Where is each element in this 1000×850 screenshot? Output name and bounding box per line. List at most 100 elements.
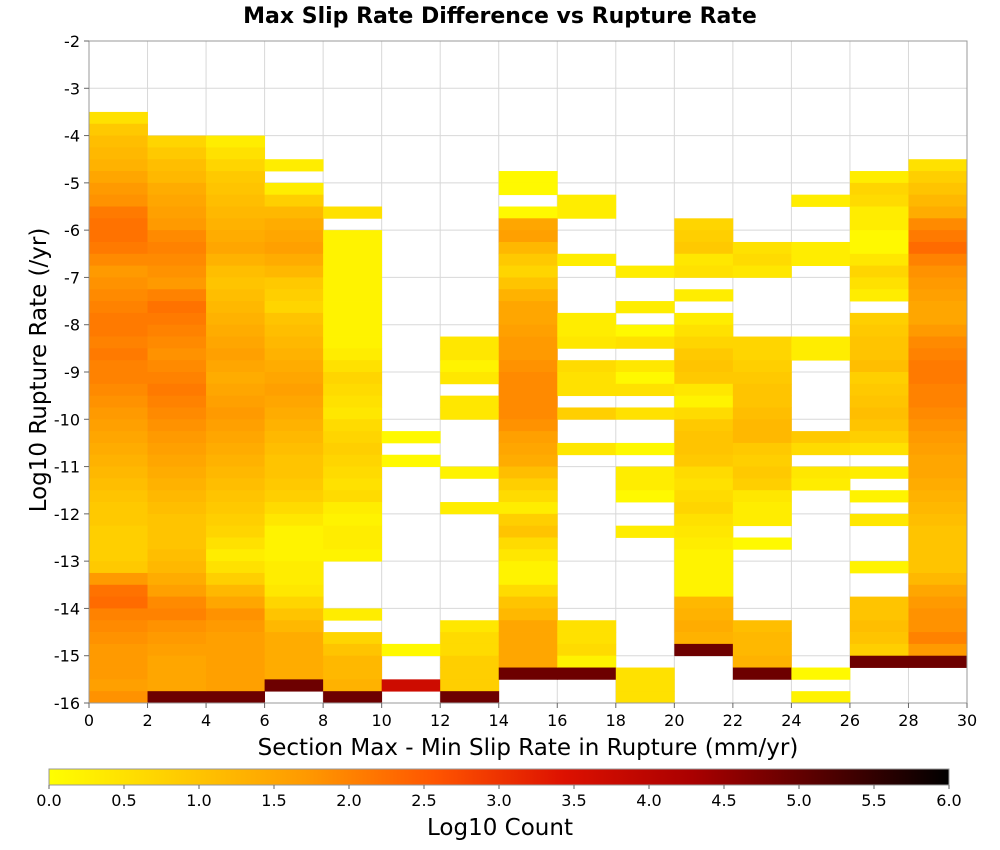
heatmap-cell	[89, 643, 148, 657]
heatmap-cell	[498, 643, 558, 657]
heatmap-cell	[908, 466, 968, 479]
heatmap-cell	[323, 679, 383, 692]
heatmap-cell	[206, 561, 265, 574]
colorbar-tick-label: 1.5	[261, 791, 286, 810]
chart-title: Max Slip Rate Difference vs Rupture Rate	[243, 4, 757, 29]
heatmap-cell	[849, 620, 909, 633]
heatmap-cell	[908, 632, 968, 645]
heatmap-cell	[264, 324, 324, 337]
heatmap-cell	[89, 478, 148, 491]
heatmap-cell	[147, 206, 207, 219]
heatmap-cell	[89, 431, 148, 444]
heatmap-cell	[674, 513, 734, 527]
heatmap-cell	[89, 111, 148, 125]
heatmap-cell	[732, 431, 792, 444]
colorbar-tick-label: 1.0	[186, 791, 211, 810]
heatmap-cell	[323, 206, 383, 219]
heatmap-cell	[849, 194, 909, 207]
heatmap-cell	[732, 620, 792, 633]
heatmap-cell	[615, 442, 675, 456]
heatmap-cell	[674, 289, 734, 302]
heatmap-cell	[615, 383, 675, 397]
heatmap-cell	[206, 431, 265, 444]
x-axis-label: Section Max - Min Slip Rate in Rupture (…	[258, 735, 799, 761]
heatmap-cell	[615, 667, 675, 680]
heatmap-cell	[323, 525, 383, 538]
heatmap-cell	[849, 182, 909, 196]
heatmap-cell	[498, 525, 558, 538]
heatmap-cell	[206, 667, 265, 680]
heatmap-cell	[674, 525, 734, 538]
heatmap-cell	[264, 241, 324, 255]
heatmap-cell	[908, 502, 968, 515]
heatmap-cell	[147, 336, 207, 349]
heatmap-cell	[498, 584, 558, 598]
heatmap-cell	[849, 171, 909, 184]
heatmap-cell	[908, 490, 968, 503]
heatmap-cell	[791, 348, 851, 361]
heatmap-cell	[323, 336, 383, 349]
heatmap-cell	[206, 407, 265, 420]
heatmap-cell	[206, 691, 265, 704]
heatmap-cell	[440, 620, 500, 633]
heatmap-cell	[849, 372, 909, 385]
heatmap-cell	[498, 372, 558, 385]
heatmap-cell	[674, 407, 734, 420]
heatmap-cell	[674, 336, 734, 349]
heatmap-cell	[323, 372, 383, 385]
heatmap-cell	[908, 206, 968, 219]
heatmap-cell	[323, 289, 383, 302]
heatmap-cell	[89, 419, 148, 432]
heatmap-cell	[264, 502, 324, 515]
heatmap-cell	[791, 253, 851, 267]
y-tick-label: -3	[64, 79, 80, 98]
heatmap-cell	[147, 147, 207, 160]
heatmap-cell	[323, 667, 383, 680]
heatmap-cell	[89, 561, 148, 574]
heatmap-cell	[147, 312, 207, 326]
heatmap-cell	[557, 312, 617, 326]
colorbar-tick-label: 0.5	[111, 791, 136, 810]
heatmap-cell	[264, 407, 324, 420]
heatmap-cell	[732, 466, 792, 479]
heatmap-cell	[147, 395, 207, 408]
colorbar-ticks: 0.0 0.5 1.0 1.5 2.0 2.5 3.0 3.5 4.0 4.5 5.0 5.5 6.0	[36, 785, 962, 810]
heatmap-cell	[674, 395, 734, 408]
heatmap-cell	[615, 265, 675, 278]
heatmap-cell	[557, 360, 617, 373]
y-axis-ticks: -2 -3 -4 -5 -6 -7 -8 -9 -10 -11 -12 -13 -14 -15 -16	[54, 32, 89, 713]
heatmap-cell	[849, 395, 909, 408]
heatmap-cell	[440, 336, 500, 349]
heatmap-cell	[323, 383, 383, 397]
heatmap-cell	[498, 171, 558, 184]
heatmap-cell	[323, 348, 383, 361]
y-tick-label: -5	[64, 174, 80, 193]
heatmap-cell	[323, 632, 383, 645]
colorbar-tick-label: 2.5	[411, 791, 436, 810]
heatmap-cell	[206, 230, 265, 243]
heatmap-cell	[206, 135, 265, 148]
heatmap-cell	[89, 159, 148, 172]
heatmap-cell	[264, 206, 324, 219]
heatmap-cell	[440, 643, 500, 657]
x-tick-label: 14	[489, 711, 509, 730]
heatmap-cell	[908, 336, 968, 349]
heatmap-cell	[89, 549, 148, 562]
heatmap-cell	[849, 241, 909, 255]
heatmap-cell	[264, 513, 324, 527]
heatmap-cell	[206, 395, 265, 408]
heatmap-cell	[147, 383, 207, 397]
x-tick-label: 10	[371, 711, 391, 730]
heatmap-cell	[147, 360, 207, 373]
heatmap-cell	[849, 632, 909, 645]
heatmap-cell	[908, 549, 968, 562]
heatmap-cell	[206, 572, 265, 586]
heatmap-cell	[498, 383, 558, 397]
heatmap-cell	[147, 513, 207, 527]
heatmap-cells	[89, 111, 968, 704]
heatmap-cell	[440, 466, 500, 479]
heatmap-cell	[791, 241, 851, 255]
y-tick-label: -4	[64, 127, 80, 146]
heatmap-cell	[908, 525, 968, 538]
heatmap-cell	[849, 206, 909, 219]
